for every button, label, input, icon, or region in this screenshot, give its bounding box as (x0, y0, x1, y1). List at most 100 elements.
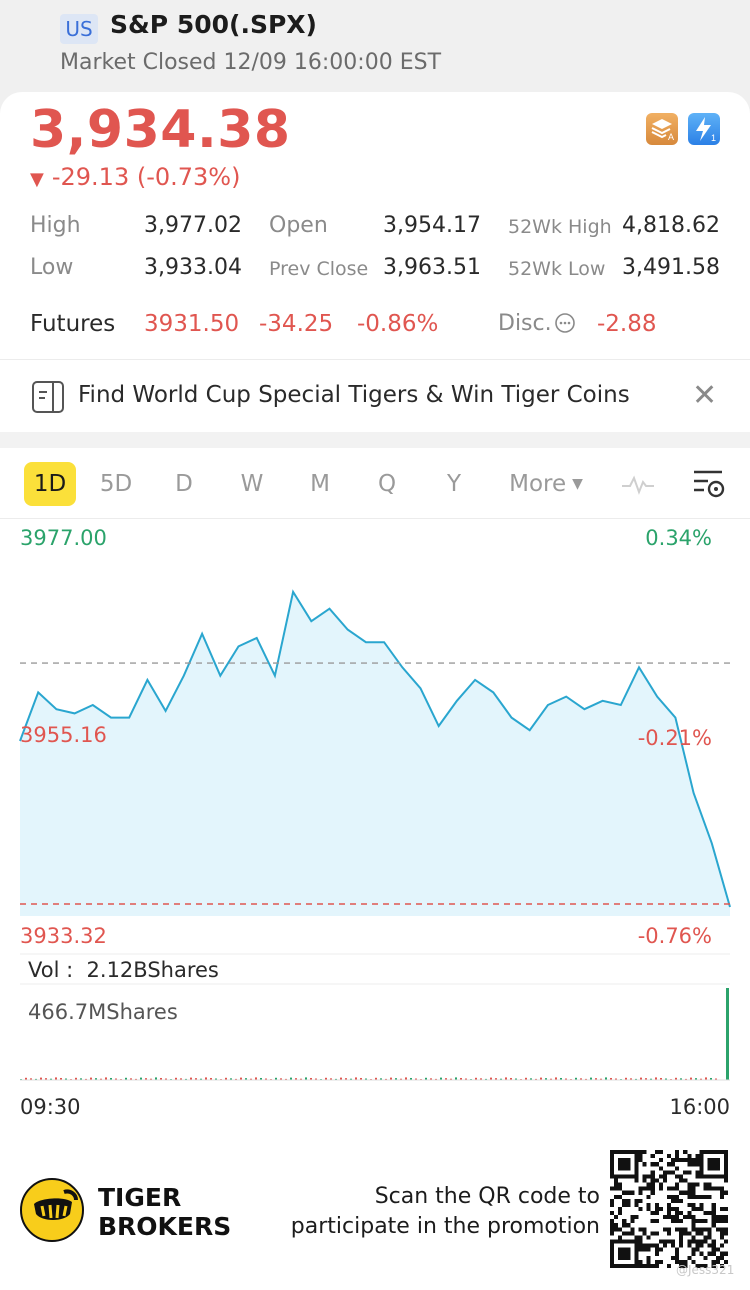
volume-bar (355, 1077, 357, 1080)
volume-bar (95, 1078, 97, 1080)
page-title: S&P 500(.SPX) (110, 10, 317, 39)
chart-settings-icon[interactable] (692, 468, 726, 500)
volume-bar (475, 1077, 477, 1080)
volume-bar (530, 1078, 532, 1080)
volume-bar (230, 1078, 232, 1080)
volume-total: Vol : 2.12BShares (28, 958, 219, 982)
tab-1d[interactable]: 1D (24, 462, 76, 506)
tab-q[interactable]: Q (377, 471, 397, 497)
period-tabs: 1D 5D D W M Q Y More ▼ (0, 460, 750, 512)
tab-d[interactable]: D (175, 471, 193, 497)
volume-bar (150, 1078, 152, 1080)
volume-bar (680, 1078, 682, 1080)
volume-bar (250, 1078, 252, 1080)
volume-bar (405, 1077, 407, 1080)
volume-bar (40, 1077, 42, 1080)
volume-bar (640, 1077, 642, 1080)
volume-bar (105, 1077, 107, 1080)
volume-bar (145, 1078, 147, 1080)
volume-bar (435, 1078, 437, 1080)
intraday-chart[interactable]: 3977.00 0.34% 3955.16 -0.21% 3933.32 -0.… (0, 520, 750, 1120)
coupon-icon (31, 380, 65, 414)
volume-bar (495, 1078, 497, 1080)
volume-bar (440, 1077, 442, 1080)
discount-value: -2.88 (597, 311, 657, 337)
section-separator (0, 432, 750, 448)
volume-bar (180, 1078, 182, 1080)
volume-bar (65, 1078, 67, 1080)
layers-icon[interactable]: A (646, 113, 678, 145)
volume-bar (650, 1078, 652, 1080)
close-icon[interactable]: ✕ (692, 378, 718, 413)
volume-bar (595, 1078, 597, 1080)
open-label: Open (269, 213, 328, 238)
volume-bar (575, 1077, 577, 1080)
volume-bar (480, 1078, 482, 1080)
price-line (19, 589, 731, 908)
prev-close-value: 3,963.51 (383, 255, 481, 280)
volume-bar (500, 1078, 502, 1080)
volume-bar (550, 1078, 552, 1080)
futures-price: 3931.50 (144, 311, 240, 337)
brand-name: TIGER BROKERS (98, 1183, 231, 1241)
scan-line-1: Scan the QR code to (374, 1184, 600, 1209)
volume-bar (690, 1077, 692, 1080)
axis-top-pct: 0.34% (645, 526, 712, 550)
volume-bar (210, 1077, 212, 1080)
tab-m[interactable]: M (310, 471, 330, 497)
volume-bar (700, 1078, 702, 1080)
price-change: ▼ -29.13 (-0.73%) (30, 163, 240, 191)
volume-bar (300, 1078, 302, 1080)
divider (0, 359, 750, 360)
tab-5d[interactable]: 5D (99, 471, 133, 497)
volume-bar (705, 1077, 707, 1080)
volume-bar (485, 1078, 487, 1080)
promo-banner-text[interactable]: Find World Cup Special Tigers & Win Tige… (78, 382, 630, 408)
volume-bar (245, 1078, 247, 1080)
axis-bottom-price: 3933.32 (20, 924, 107, 948)
volume-bar (45, 1078, 47, 1080)
volume-bar (645, 1078, 647, 1080)
volume-bar (450, 1078, 452, 1080)
scan-instructions: Scan the QR code to participate in the p… (291, 1182, 600, 1242)
volume-bar (185, 1078, 187, 1080)
lightning-icon[interactable]: 1 (688, 113, 720, 145)
indicator-icon[interactable] (620, 472, 656, 496)
tab-y[interactable]: Y (446, 471, 462, 497)
volume-bar (655, 1077, 657, 1080)
volume-bar (275, 1077, 277, 1080)
volume-bar (305, 1077, 307, 1080)
volume-bar (340, 1077, 342, 1080)
volume-bar (665, 1078, 667, 1080)
volume-bar (490, 1077, 492, 1080)
volume-bar (590, 1077, 592, 1080)
volume-bar (140, 1077, 142, 1080)
svg-text:1: 1 (711, 133, 716, 143)
futures-change: -34.25 (259, 311, 334, 337)
volume-bar (50, 1078, 52, 1080)
low-label: Low (30, 255, 74, 280)
tab-w[interactable]: W (240, 471, 264, 497)
tab-more[interactable]: More ▼ (500, 462, 592, 506)
volume-bar (135, 1078, 137, 1080)
volume-bar (205, 1077, 207, 1080)
volume-bar (580, 1078, 582, 1080)
volume-max: 466.7MShares (28, 1000, 178, 1024)
volume-bar (315, 1078, 317, 1080)
info-icon (554, 313, 575, 333)
price-change-value: -29.13 (-0.73%) (51, 163, 241, 191)
brand-line-2: BROKERS (98, 1212, 232, 1241)
volume-bar (695, 1078, 697, 1080)
time-start: 09:30 (20, 1095, 81, 1119)
volume-bar (545, 1078, 547, 1080)
volume-bar (425, 1077, 427, 1080)
high-label: High (30, 213, 81, 238)
volume-bar (615, 1078, 617, 1080)
volume-label: Vol : (28, 958, 74, 982)
discount-label[interactable]: Disc. (498, 311, 576, 336)
qr-code[interactable] (610, 1150, 728, 1268)
volume-bar (165, 1078, 167, 1080)
volume-bar (610, 1077, 612, 1080)
volume-bar (600, 1078, 602, 1080)
volume-bar (255, 1077, 257, 1080)
